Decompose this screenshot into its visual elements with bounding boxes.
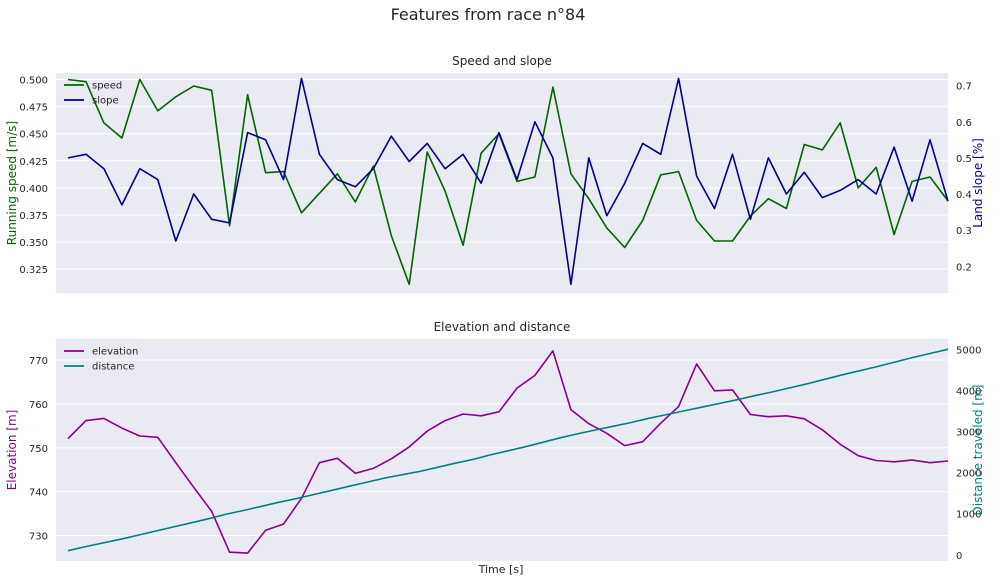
plot-area bbox=[56, 339, 948, 561]
y-left-tick-label: 740 bbox=[29, 488, 48, 499]
y-right-tick-label: 0.5 bbox=[956, 154, 972, 165]
figure-title: Features from race n°84 bbox=[391, 5, 586, 24]
y-right-tick-label: 2000 bbox=[956, 469, 981, 480]
plot-area bbox=[56, 73, 948, 293]
series-line-distance bbox=[67, 348, 949, 552]
y-right-tick-label: 0.3 bbox=[956, 226, 972, 237]
y-right-tick-label: 0.7 bbox=[956, 82, 972, 93]
y-left-tick-label: 0.375 bbox=[19, 211, 48, 222]
y-left-tick-label: 0.500 bbox=[19, 76, 48, 87]
panel-title: Speed and slope bbox=[452, 54, 552, 68]
y-left-tick-label: 730 bbox=[29, 532, 48, 543]
y-left-tick-label: 760 bbox=[29, 400, 48, 411]
y-left-tick-label: 750 bbox=[29, 444, 48, 455]
y-right-tick-label: 0 bbox=[956, 551, 962, 562]
y-right-tick-label: 5000 bbox=[956, 345, 981, 356]
y-left-axis-label: Running speed [m/s] bbox=[5, 121, 19, 245]
legend-label-distance: distance bbox=[92, 362, 134, 373]
y-left-tick-label: 0.450 bbox=[19, 130, 48, 141]
y-left-tick-label: 0.400 bbox=[19, 184, 48, 195]
y-left-axis-label: Elevation [m] bbox=[5, 410, 19, 491]
y-right-axis-label: Land slope [%] bbox=[971, 138, 985, 228]
panel-title: Elevation and distance bbox=[434, 320, 571, 334]
legend-label-elevation: elevation bbox=[92, 347, 138, 358]
series-line-slope bbox=[67, 77, 949, 286]
panel-speed-slope: 0.325 0.350 0.375 0.400 0.425 0.450 0.475 0.500… bbox=[5, 54, 985, 293]
legend-label-speed: speed bbox=[92, 81, 122, 92]
y-right-tick-label: 4000 bbox=[956, 386, 981, 397]
y-left-tick-label: 0.350 bbox=[19, 238, 48, 249]
y-left-tick-label: 0.475 bbox=[19, 103, 48, 114]
y-left-tick-label: 770 bbox=[29, 356, 48, 367]
y-right-tick-label: 0.4 bbox=[956, 190, 972, 201]
y-right-tick-label: 0.6 bbox=[956, 118, 972, 129]
y-right-tick-label: 0.2 bbox=[956, 262, 972, 273]
y-left-tick-label: 0.425 bbox=[19, 157, 48, 168]
x-axis-label: Time [s] bbox=[478, 563, 524, 576]
y-right-tick-label: 3000 bbox=[956, 428, 981, 439]
legend-label-slope: slope bbox=[92, 96, 119, 107]
y-right-tick-label: 1000 bbox=[956, 510, 981, 521]
y-right-axis-label: Distance traveled [m] bbox=[971, 385, 985, 516]
panel-elevation-distance: 730 740 750 760 770 0 1000 2000 3000 4000 5000 Elev… bbox=[5, 320, 985, 562]
series-line-elevation bbox=[67, 349, 949, 554]
y-left-tick-label: 0.325 bbox=[19, 265, 48, 276]
